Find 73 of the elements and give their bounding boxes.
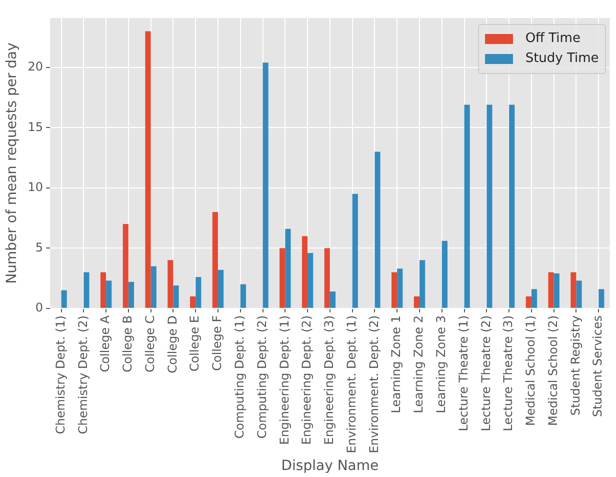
bar — [61, 290, 67, 308]
x-tick-label: Engineering Dept. (3) — [322, 315, 336, 445]
bar — [397, 268, 403, 308]
bar — [570, 272, 576, 308]
bar — [308, 252, 314, 308]
bar — [554, 273, 560, 308]
x-tick-label: Computing Dept. (1) — [232, 315, 246, 439]
bar — [280, 248, 286, 308]
bar — [122, 224, 128, 308]
y-tick-label: 5 — [35, 240, 44, 254]
y-tick-label: 15 — [28, 120, 44, 134]
x-tick-label: Chemistry Dept. (2) — [76, 315, 90, 434]
legend-label: Study Time — [525, 50, 599, 68]
y-tick-label: 10 — [28, 180, 44, 194]
bar — [128, 282, 134, 308]
bar — [526, 296, 532, 308]
bar — [324, 248, 330, 308]
bar — [145, 31, 151, 308]
bar — [196, 277, 202, 308]
x-tick-label: Student Services — [590, 315, 605, 418]
x-tick-label: Chemistry Dept. (1) — [53, 315, 68, 434]
y-tick-label: 20 — [28, 60, 44, 74]
x-tick-label: College E — [188, 315, 202, 372]
bar — [486, 104, 492, 308]
x-tick-label: Learning Zone 3 — [434, 315, 448, 414]
x-tick-label: College C — [142, 315, 157, 372]
bar — [150, 266, 156, 308]
x-tick-label: Computing Dept. (2) — [254, 315, 269, 439]
x-tick-label: Environment. Dept. (1) — [344, 315, 358, 454]
x-tick-label: College D — [165, 315, 180, 374]
bar — [419, 260, 426, 308]
x-tick-label: Engineering Dept. (2) — [300, 315, 314, 445]
bar — [190, 296, 196, 308]
bar — [262, 62, 268, 308]
bar — [330, 292, 336, 308]
bar — [100, 272, 106, 308]
bar — [218, 270, 224, 308]
bar — [168, 260, 174, 308]
bar — [414, 296, 420, 308]
x-tick-label: Learning Zone 2 — [412, 315, 426, 414]
bar — [374, 152, 380, 308]
bar — [531, 289, 538, 308]
bar — [212, 212, 218, 308]
x-tick-label: Engineering Dept. (1) — [277, 315, 292, 445]
bar — [352, 194, 358, 308]
x-axis-title: Display Name — [281, 458, 379, 474]
bar — [442, 240, 448, 308]
y-tick-label: 0 — [35, 300, 44, 314]
x-tick-label: Lecture Theatre (3) — [501, 315, 516, 432]
bar — [285, 228, 291, 308]
x-tick-label: College A — [98, 314, 112, 372]
bar — [106, 280, 112, 308]
bar — [173, 285, 179, 308]
x-tick-label: Medical School (1) — [524, 315, 538, 426]
x-tick-label: Student Registry — [568, 315, 582, 416]
bar — [392, 272, 398, 308]
x-tick-label: College B — [120, 315, 135, 372]
x-tick-label: Medical School (2) — [546, 315, 560, 426]
x-tick-label: Learning Zone 1 — [389, 315, 404, 414]
bar — [302, 236, 308, 308]
bar — [548, 272, 554, 308]
bar — [598, 289, 604, 308]
x-tick-label: Environment. Dept. (2) — [366, 315, 381, 454]
bar — [240, 284, 246, 308]
legend-label: Off Time — [525, 30, 580, 48]
bar — [576, 280, 582, 308]
bar — [84, 272, 90, 308]
x-tick-label: Lecture Theatre (1) — [456, 315, 470, 432]
bar — [509, 104, 515, 308]
y-axis-title: Number of mean requests per day — [4, 42, 20, 284]
x-tick-label: Lecture Theatre (2) — [478, 315, 493, 432]
bar — [464, 104, 470, 308]
x-tick-label: College F — [210, 315, 224, 371]
